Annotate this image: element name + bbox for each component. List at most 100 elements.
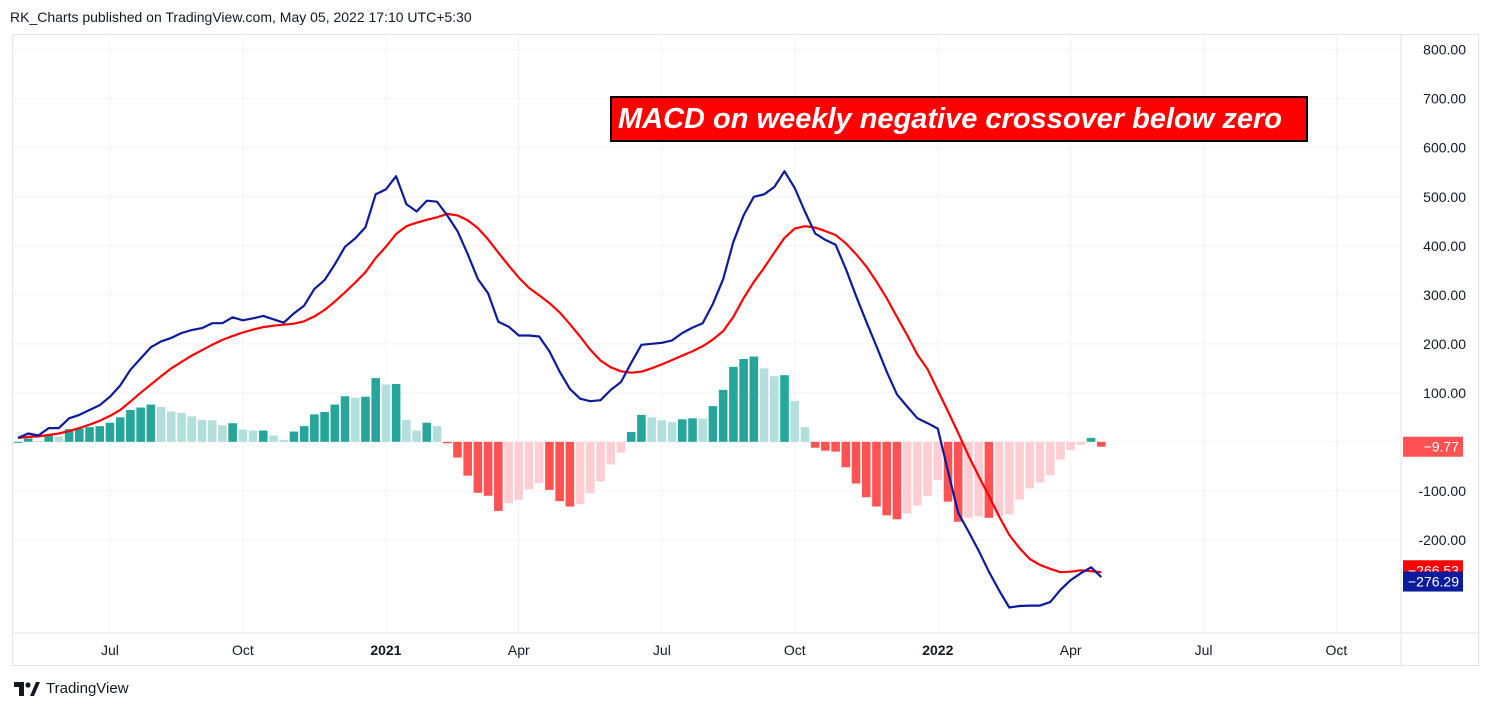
histogram-value-label-text: −9.77 xyxy=(1424,439,1460,455)
y-tick-label: 800.00 xyxy=(1423,42,1466,58)
histogram-bar xyxy=(1086,437,1096,442)
histogram-bar xyxy=(769,376,779,442)
histogram-bar xyxy=(626,432,636,442)
histogram-bar xyxy=(913,441,922,506)
histogram-bar xyxy=(289,431,299,442)
publisher-header: RK_Charts published on TradingView.com, … xyxy=(10,9,472,25)
histogram-bar xyxy=(841,441,851,468)
histogram-bar xyxy=(85,427,94,442)
histogram-bar xyxy=(187,416,197,442)
histogram-bar xyxy=(463,441,472,476)
histogram-bar xyxy=(371,378,380,442)
y-tick-label: -100.00 xyxy=(1419,483,1467,499)
histogram-bar xyxy=(790,401,800,442)
histogram-bar xyxy=(299,426,309,442)
histogram-bar xyxy=(759,368,769,442)
histogram-bar xyxy=(105,422,115,442)
price-label-layer: −9.77−266.53−276.29 xyxy=(1403,436,1463,592)
histogram-bar xyxy=(146,404,156,442)
histogram-bar xyxy=(269,435,278,442)
histogram-bar xyxy=(831,441,840,452)
histogram-bar xyxy=(882,441,891,516)
macd-line-layer xyxy=(17,170,1103,609)
histogram-bar xyxy=(596,441,605,482)
y-tick-label: -200.00 xyxy=(1419,532,1467,548)
histogram-bar xyxy=(524,441,534,490)
histogram-bar xyxy=(44,434,53,442)
histogram-bar xyxy=(473,441,483,493)
footer-brand[interactable]: TradingView xyxy=(14,680,129,697)
histogram-bar xyxy=(75,428,84,442)
histogram-bar xyxy=(167,411,176,442)
histogram-bar xyxy=(504,441,513,504)
signal-line xyxy=(17,212,1102,574)
histogram-bar xyxy=(1015,441,1024,500)
chart-frame[interactable]: 800.00 700.00 600.00 500.00 400.00 300.00 200.… xyxy=(12,34,1480,667)
x-tick-label: Apr xyxy=(508,642,530,658)
histogram-bar xyxy=(994,441,1004,516)
histogram-value-label: −9.77 xyxy=(1403,436,1463,457)
histogram-bar xyxy=(586,441,595,494)
histogram-bar xyxy=(442,441,452,444)
histogram-bar xyxy=(729,366,738,442)
x-tick-label: Oct xyxy=(784,642,806,658)
x-tick-label: 2022 xyxy=(922,642,953,658)
histogram-bar xyxy=(892,441,902,520)
x-tick-label: Apr xyxy=(1060,642,1082,658)
histogram-bar xyxy=(136,407,145,442)
histogram-bar xyxy=(708,406,718,442)
histogram-bar xyxy=(718,389,728,442)
histogram-bar xyxy=(23,438,33,442)
histogram-bar xyxy=(953,441,963,522)
histogram-bar xyxy=(1035,441,1045,483)
histogram-bar xyxy=(678,419,687,442)
histogram-bar xyxy=(320,411,329,442)
y-tick-label: 200.00 xyxy=(1423,336,1466,352)
histogram-bar xyxy=(412,430,421,442)
histogram-bar xyxy=(391,383,401,442)
histogram-bar xyxy=(647,417,656,442)
histogram-bar xyxy=(800,427,810,442)
signal-line-layer xyxy=(17,212,1102,574)
histogram-bar xyxy=(565,441,575,507)
histogram-bar xyxy=(177,412,186,442)
histogram-bar xyxy=(637,414,646,442)
histogram-bar xyxy=(851,441,861,484)
histogram-bar xyxy=(902,441,912,514)
macd-line xyxy=(17,170,1103,609)
histogram-bar xyxy=(218,425,227,442)
histogram-bar xyxy=(361,396,370,442)
histogram-bar xyxy=(197,419,207,442)
histogram-bar xyxy=(606,441,616,465)
histogram-bar xyxy=(483,441,493,496)
histogram-bar xyxy=(228,423,237,442)
y-tick-label: 100.00 xyxy=(1423,385,1466,401)
histogram-bar xyxy=(207,420,217,442)
histogram-bar xyxy=(984,441,994,518)
histogram-bar xyxy=(310,414,319,442)
histogram-bar xyxy=(1066,441,1075,451)
histogram-bar xyxy=(95,426,105,442)
macd-value-label-text: −276.29 xyxy=(1408,574,1459,590)
histogram-bar xyxy=(330,404,340,442)
histogram-bar xyxy=(494,441,503,511)
histogram-bar xyxy=(115,417,125,442)
histogram-bar xyxy=(974,441,983,517)
histogram-bar xyxy=(381,384,391,442)
histogram-bar xyxy=(238,429,248,442)
histogram-bar xyxy=(545,441,554,490)
histogram-bar xyxy=(1005,441,1014,515)
histogram-bar xyxy=(1097,441,1106,447)
histogram-value-label-bg xyxy=(1403,436,1463,457)
histogram-bar xyxy=(64,429,74,442)
histogram-bar xyxy=(810,441,820,448)
histogram-bar xyxy=(126,409,135,442)
y-tick-label: 700.00 xyxy=(1423,91,1466,107)
x-tick-label: 2021 xyxy=(370,642,401,658)
macd-value-label: −276.29 xyxy=(1403,571,1463,592)
tradingview-logo-icon xyxy=(14,681,40,696)
histogram-bar xyxy=(780,375,789,442)
histogram-bar xyxy=(739,358,748,442)
macd-chart[interactable]: 800.00 700.00 600.00 500.00 400.00 300.00 200.… xyxy=(13,35,1480,667)
histogram-bar xyxy=(616,441,626,453)
